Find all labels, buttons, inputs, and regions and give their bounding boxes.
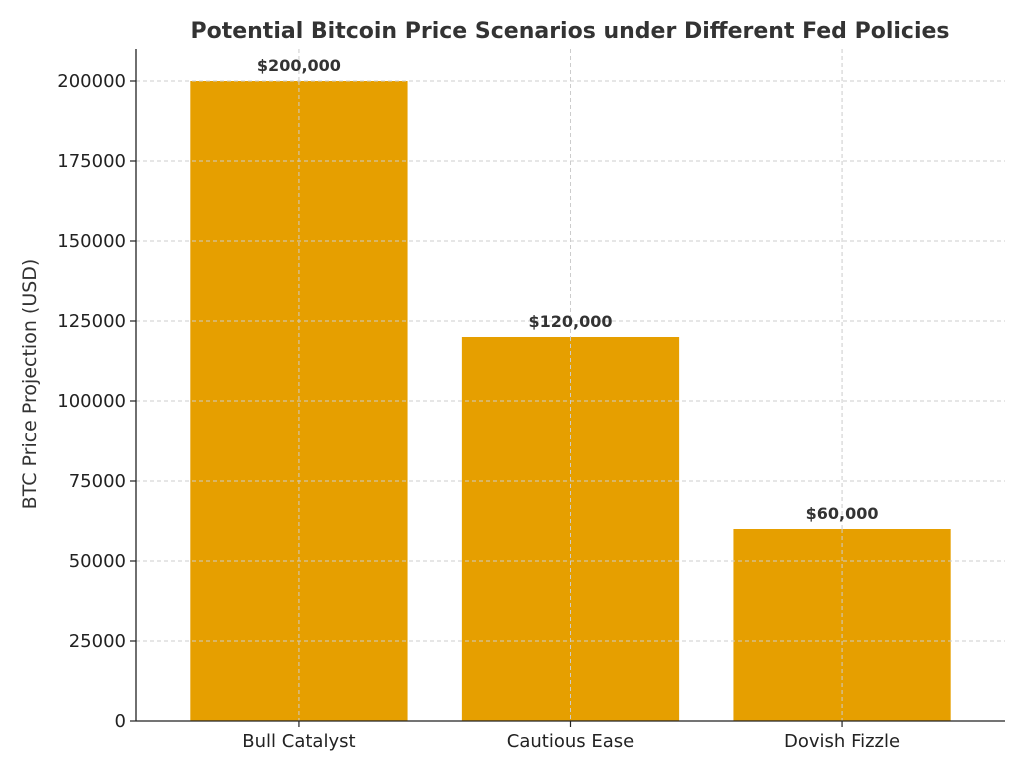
y-tick-label: 0 xyxy=(115,711,126,732)
x-tick-label: Cautious Ease xyxy=(507,731,634,752)
y-axis-label: BTC Price Projection (USD) xyxy=(19,259,41,510)
data-label-3: $60,000 xyxy=(806,504,879,523)
x-tick-label: Dovish Fizzle xyxy=(784,731,900,752)
axes xyxy=(130,49,1005,727)
data-label-2: $120,000 xyxy=(528,312,612,331)
y-tick-label: 75000 xyxy=(69,471,126,492)
bars xyxy=(136,80,1005,721)
y-tick-label: 50000 xyxy=(69,551,126,572)
y-tick-label: 150000 xyxy=(57,231,126,252)
y-tick-label: 175000 xyxy=(57,151,126,172)
labels: 0 25000 50000 75000 100000 125000 150000 175000… xyxy=(57,56,900,752)
x-tick-label: Bull Catalyst xyxy=(242,731,355,752)
y-tick-label: 125000 xyxy=(57,311,126,332)
data-label-1: $200,000 xyxy=(257,56,341,75)
y-tick-label: 100000 xyxy=(57,391,126,412)
chart-title: Potential Bitcoin Price Scenarios under … xyxy=(190,19,949,44)
y-tick-label: 25000 xyxy=(69,631,126,652)
y-tick-label: 200000 xyxy=(57,71,126,92)
